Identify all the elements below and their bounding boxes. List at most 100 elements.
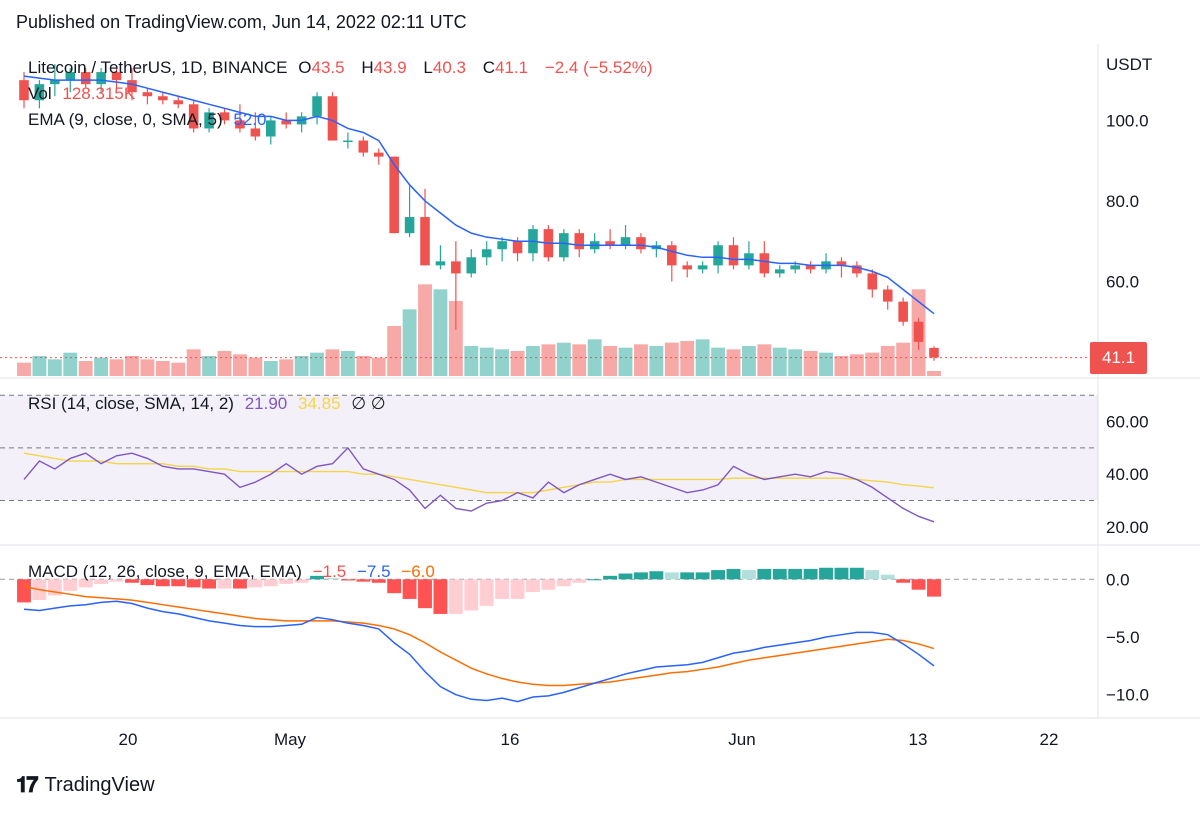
candle-body	[682, 265, 693, 270]
candle-body	[173, 100, 184, 105]
macd-histogram-bar	[217, 579, 232, 589]
volume-bar	[171, 362, 186, 376]
volume-bar	[125, 356, 139, 376]
macd-histogram-bar	[788, 568, 803, 580]
macd-histogram-bar	[680, 572, 695, 580]
volume-bar	[418, 284, 432, 376]
time-axis-label: 13	[909, 730, 928, 749]
open-value: O43.5	[298, 58, 350, 77]
volume-bar	[47, 359, 62, 376]
volume-bar	[263, 361, 278, 376]
macd-histogram-bar	[865, 570, 880, 580]
volume-bar	[664, 342, 679, 376]
candle-body	[265, 120, 276, 137]
candle-body	[142, 92, 153, 97]
macd-histogram-bar	[202, 579, 217, 589]
volume-bar	[772, 347, 787, 376]
candle-body	[389, 156, 399, 234]
time-axis-label: 22	[1040, 730, 1059, 749]
candle-body	[713, 245, 723, 266]
rsi-legend: RSI (14, close, SMA, 14, 2) 21.90 34.85 …	[28, 394, 392, 414]
macd-axis-tick: −5.0	[1106, 628, 1140, 647]
volume-bar	[248, 357, 263, 376]
macd-histogram-bar	[587, 579, 602, 581]
volume-bar	[680, 341, 695, 376]
rsi-ma-line	[23, 452, 935, 494]
price-legend: Litecoin / TetherUS, 1D, BINANCE O43.5 H…	[28, 58, 659, 78]
volume-bar	[788, 349, 803, 376]
macd-histogram-bar	[757, 568, 772, 580]
candle-body	[466, 257, 477, 274]
published-caption: Published on TradingView.com, Jun 14, 20…	[16, 12, 467, 32]
candle-body	[929, 347, 939, 358]
candle-body	[636, 237, 646, 250]
brand-name: TradingView	[44, 773, 155, 796]
macd-histogram-bar	[387, 579, 402, 594]
high-value: H43.9	[361, 58, 412, 77]
price-axis-tick: 80.0	[1106, 192, 1139, 211]
ema-line	[23, 75, 935, 315]
macd-signal-value: −6.0	[401, 562, 435, 581]
candle-body	[805, 265, 816, 270]
macd-histogram-bar	[772, 568, 787, 580]
macd-histogram-bar	[911, 579, 926, 590]
macd-pane	[0, 567, 1098, 703]
macd-histogram-bar	[464, 579, 479, 611]
macd-histogram-bar	[695, 572, 710, 580]
volume-bar	[202, 356, 217, 376]
candle-body	[250, 128, 261, 137]
volume-bar	[695, 339, 710, 376]
macd-histogram-bar	[819, 567, 833, 580]
volume-bar	[849, 354, 864, 376]
volume-bar	[371, 357, 386, 376]
macd-histogram-bar	[263, 579, 278, 587]
candles	[19, 64, 939, 361]
macd-histogram-bar	[603, 575, 618, 580]
time-axis-label: 16	[501, 730, 520, 749]
macd-histogram-bar	[927, 579, 941, 597]
volume-bar	[587, 339, 602, 376]
macd-histogram-bar	[726, 568, 741, 580]
tradingview-logo[interactable]: 𝟏𝟕 TradingView	[16, 772, 155, 798]
macd-histogram-bar	[340, 579, 355, 581]
macd-histogram-bar	[125, 579, 139, 583]
volume-bar	[526, 346, 540, 376]
volume-bar	[310, 352, 324, 376]
volume-bar	[711, 347, 726, 376]
volume-bar	[834, 356, 849, 376]
macd-histogram-bar	[371, 579, 386, 583]
macd-histogram-bar	[402, 579, 417, 599]
volume-bar	[32, 356, 47, 376]
macd-histogram-bar	[834, 567, 849, 580]
macd-axis-tick: −10.0	[1106, 686, 1149, 705]
candle-body	[867, 273, 878, 290]
volume-bar	[78, 361, 93, 376]
close-value: C41.1	[483, 58, 534, 77]
macd-hist-value: −1.5	[312, 562, 347, 581]
high-label: H	[361, 58, 374, 77]
candle-body	[574, 233, 585, 250]
rsi-ma-value: 34.85	[297, 394, 341, 413]
macd-histogram-bar	[63, 579, 78, 591]
close-label: C	[482, 58, 495, 77]
volume-bar	[464, 346, 479, 376]
volume-bar	[63, 352, 78, 376]
macd-histogram-bar	[572, 579, 587, 583]
pane-separators	[0, 44, 1200, 719]
candle-body	[774, 269, 785, 274]
macd-histogram-bar	[433, 579, 448, 614]
macd-histogram-bar	[741, 570, 756, 580]
candle-body	[358, 140, 369, 153]
volume-bar	[819, 352, 833, 376]
rsi-label: RSI (14, close, SMA, 14, 2)	[28, 394, 234, 413]
macd-histogram-bar	[109, 579, 124, 582]
tv-logo-icon: 𝟏𝟕	[16, 772, 39, 797]
volume-bar	[865, 352, 880, 376]
candle-body	[219, 112, 230, 121]
candle-body	[50, 80, 60, 85]
macd-histogram-bar	[78, 579, 93, 588]
candle-body	[759, 253, 770, 274]
candle-body	[204, 112, 214, 129]
macd-label: MACD (12, 26, close, 9, EMA, EMA)	[28, 562, 302, 581]
